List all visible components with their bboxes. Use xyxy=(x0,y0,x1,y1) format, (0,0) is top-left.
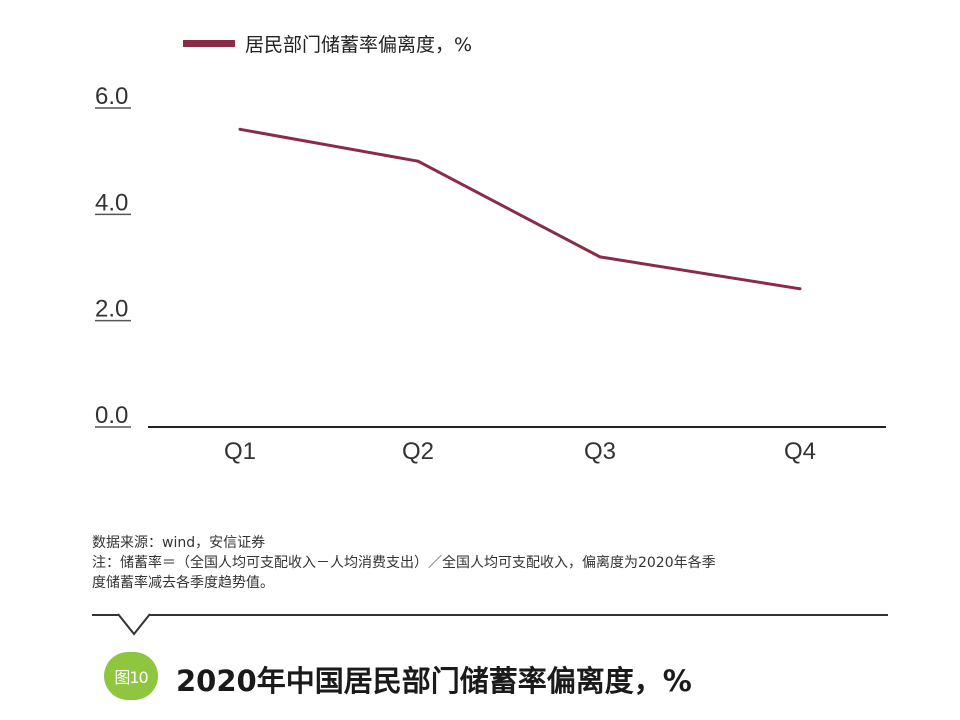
y-tick-label: 4.0 xyxy=(95,189,128,216)
x-tick-label: Q1 xyxy=(224,438,256,465)
caption-divider xyxy=(92,614,888,616)
line-chart: 居民部门储蓄率偏离度，% 6.0 4.0 2.0 0.0 Q1 Q2 Q3 Q4 xyxy=(95,34,886,465)
y-tick-label: 2.0 xyxy=(95,296,128,323)
data-point xyxy=(798,287,802,291)
series-layer xyxy=(238,127,802,291)
series-line xyxy=(239,127,801,291)
y-tick-label: 0.0 xyxy=(95,402,128,429)
x-axis: Q1 Q2 Q3 Q4 xyxy=(224,438,816,465)
legend-swatch xyxy=(183,40,235,47)
figure-title: 2020年中国居民部门储蓄率偏离度，% xyxy=(176,664,692,698)
x-tick-label: Q4 xyxy=(784,438,816,465)
legend-label: 居民部门储蓄率偏离度，% xyxy=(245,34,472,56)
definition-note-line-2: 度储蓄率减去各季度趋势值。 xyxy=(92,575,274,591)
data-point xyxy=(238,127,242,131)
x-tick-label: Q3 xyxy=(584,438,616,465)
y-axis: 6.0 4.0 2.0 0.0 xyxy=(95,83,131,429)
data-point xyxy=(416,159,420,163)
data-point xyxy=(598,255,602,259)
source-note: 数据来源：wind，安信证券 xyxy=(92,535,266,551)
chart-notes: 数据来源：wind，安信证券 注：储蓄率＝（全国人均可支配收入－人均消费支出）／… xyxy=(92,533,912,593)
caption-pointer-icon xyxy=(117,613,151,636)
chart-legend: 居民部门储蓄率偏离度，% xyxy=(183,34,472,56)
figure-number-badge: 图10 xyxy=(104,652,158,700)
y-tick-label: 6.0 xyxy=(95,83,128,110)
definition-note-line-1: 注：储蓄率＝（全国人均可支配收入－人均消费支出）／全国人均可支配收入，偏离度为2… xyxy=(92,555,716,571)
x-tick-label: Q2 xyxy=(402,438,434,465)
